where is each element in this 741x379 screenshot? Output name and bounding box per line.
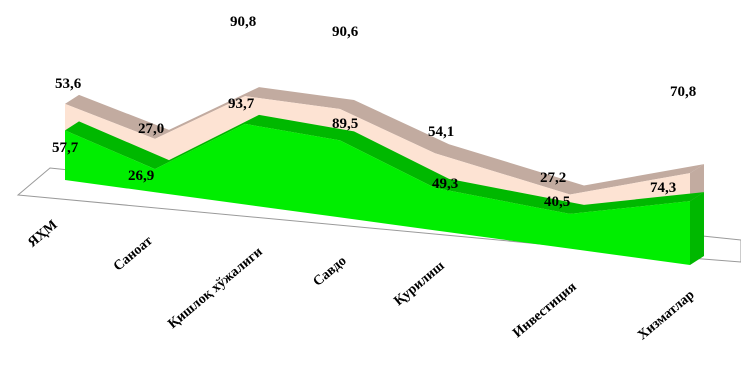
data-label: 26,9 [128,168,154,184]
series-2-area [65,123,690,265]
data-label: 57,7 [52,140,79,156]
category-label: Инвестиция [510,279,580,341]
data-label: 93,7 [228,96,255,112]
series-2-top-face [65,114,704,214]
data-label: 90,6 [332,24,359,40]
data-label: 70,8 [670,84,696,100]
data-label: 53,6 [55,76,82,92]
data-label: 90,8 [230,14,256,30]
data-label: 27,0 [138,121,164,137]
category-label: Қурилиш [391,258,447,309]
series-2-end-cap [690,192,704,265]
category-label: Хизматлар [635,287,698,343]
data-label: 54,1 [428,124,454,140]
data-label: 74,3 [650,180,676,196]
category-label: Савдо [311,254,350,290]
category-label: Қишлоқ хўжалиги [165,245,265,332]
category-label: Саноат [111,234,156,275]
data-label: 89,5 [332,116,358,132]
data-label: 49,3 [432,176,458,192]
data-label: 40,5 [544,194,570,210]
data-label: 27,2 [540,170,566,186]
category-label: ЯҲМ [25,218,60,251]
